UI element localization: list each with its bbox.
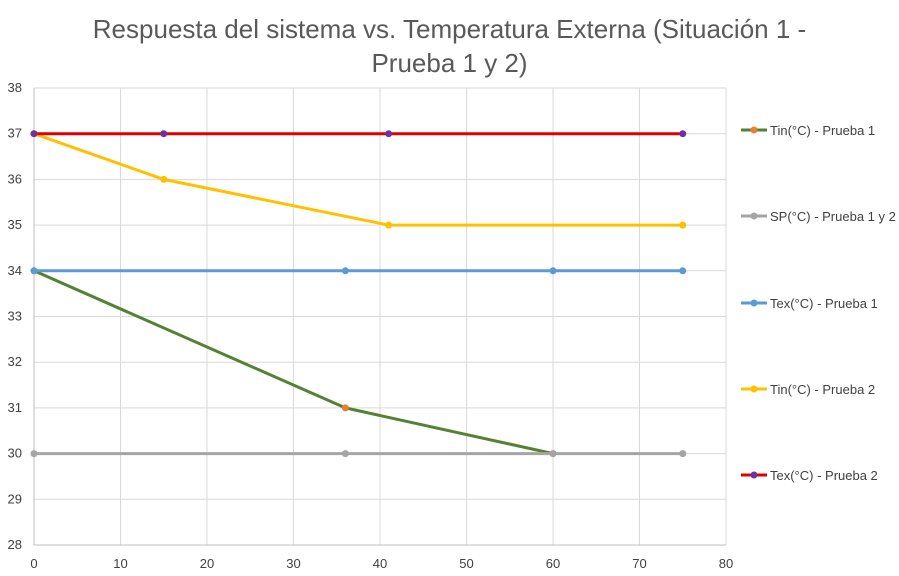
y-tick-label: 38 <box>8 80 22 95</box>
data-point <box>385 130 393 138</box>
data-point <box>341 404 349 412</box>
series-line-4 <box>33 132 683 227</box>
series-lines <box>33 132 683 456</box>
y-tick-label: 32 <box>8 354 22 369</box>
chart-title-line-2: Prueba 1 y 2) <box>371 48 528 78</box>
data-point <box>385 221 393 229</box>
legend: Tin(°C) - Prueba 1 SP(°C) - Prueba 1 y 2 T… <box>741 123 896 483</box>
y-tick-label: 31 <box>8 400 22 415</box>
data-point <box>341 267 349 275</box>
y-tick-label: 35 <box>8 217 22 232</box>
data-point <box>549 450 557 458</box>
x-tick-label: 70 <box>632 556 646 571</box>
data-point <box>679 450 687 458</box>
legend-marker <box>750 385 758 393</box>
legend-marker <box>750 471 758 479</box>
x-tick-label: 50 <box>459 556 473 571</box>
chart-title: Respuesta del sistema vs. Temperatura Ex… <box>0 12 899 80</box>
data-point <box>160 130 168 138</box>
y-tick-label: 28 <box>8 537 22 552</box>
legend-label: SP(°C) - Prueba 1 y 2 <box>770 209 896 224</box>
legend-label: Tex(°C) - Prueba 2 <box>770 468 878 483</box>
x-tick-label: 30 <box>286 556 300 571</box>
x-tick-label: 20 <box>200 556 214 571</box>
chart-title-line-1: Respuesta del sistema vs. Temperatura Ex… <box>92 14 807 44</box>
data-point <box>341 450 349 458</box>
axes: 0 10 20 30 40 50 60 70 80 28 29 30 31 32 33 34 35 36 37 38 <box>8 80 734 571</box>
data-point <box>30 130 38 138</box>
y-tick-label: 36 <box>8 171 22 186</box>
data-point <box>679 267 687 275</box>
legend-marker <box>750 299 758 307</box>
data-point <box>549 267 557 275</box>
x-tick-label: 0 <box>30 556 37 571</box>
x-tick-label: 60 <box>546 556 560 571</box>
legend-label: Tex(°C) - Prueba 1 <box>770 296 878 311</box>
x-tick-label: 10 <box>113 556 127 571</box>
data-point <box>679 130 687 138</box>
x-tick-label: 80 <box>719 556 733 571</box>
y-tick-label: 37 <box>8 126 22 141</box>
data-point <box>30 267 38 275</box>
legend-marker <box>750 126 758 134</box>
legend-label: Tin(°C) - Prueba 2 <box>770 382 875 397</box>
y-tick-label: 33 <box>8 309 22 324</box>
data-point <box>30 450 38 458</box>
data-point <box>679 221 687 229</box>
data-point <box>160 175 168 183</box>
legend-marker <box>750 212 758 220</box>
y-tick-label: 34 <box>8 263 22 278</box>
y-tick-label: 30 <box>8 446 22 461</box>
series-markers <box>30 130 687 458</box>
legend-label: Tin(°C) - Prueba 1 <box>770 123 875 138</box>
y-tick-label: 29 <box>8 491 22 506</box>
x-tick-label: 40 <box>373 556 387 571</box>
